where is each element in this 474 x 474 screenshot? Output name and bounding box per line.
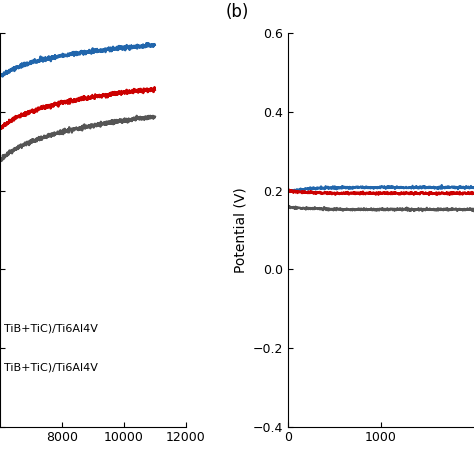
Y-axis label: Potential (V): Potential (V) bbox=[233, 187, 247, 273]
Text: TiB+TiC)/Ti6Al4V: TiB+TiC)/Ti6Al4V bbox=[4, 323, 98, 333]
Text: (b): (b) bbox=[225, 3, 249, 21]
Text: TiB+TiC)/Ti6Al4V: TiB+TiC)/Ti6Al4V bbox=[4, 363, 98, 373]
